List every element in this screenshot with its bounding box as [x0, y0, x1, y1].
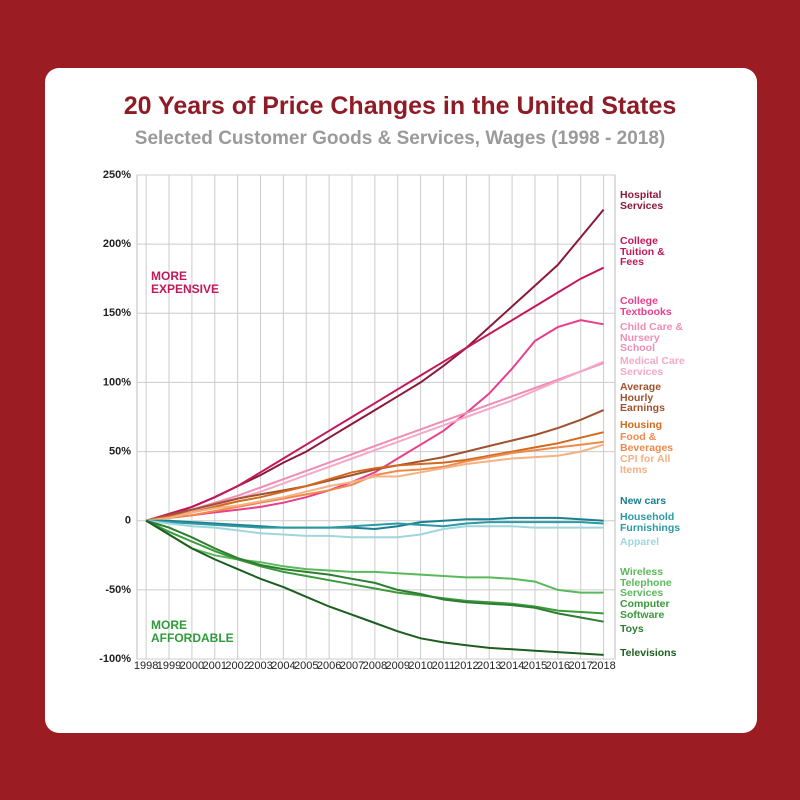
annotation: MORE EXPENSIVE	[151, 269, 220, 296]
series-label: Apparel	[620, 536, 660, 548]
x-tick-label: 2005	[294, 660, 318, 672]
y-tick-label: 150%	[103, 307, 131, 319]
series-label: Food & Beverages	[620, 431, 674, 454]
series-label: Toys	[620, 623, 644, 635]
x-tick-label: 2013	[477, 660, 501, 672]
y-tick-label: 0	[125, 515, 131, 527]
series-line	[145, 519, 604, 615]
x-tick-label: 2008	[363, 660, 387, 672]
series-line	[146, 519, 604, 529]
y-tick-label: -50%	[105, 584, 131, 596]
series-label: Average Hourly Earnings	[620, 381, 665, 414]
x-tick-label: 2001	[203, 660, 227, 672]
series-label: Televisions	[620, 647, 677, 659]
x-tick-label: 2016	[546, 660, 570, 672]
x-tick-label: 2015	[523, 660, 547, 672]
series-label: Child Care & Nursery School	[620, 321, 684, 354]
series-line	[145, 431, 604, 522]
x-tick-label: 1998	[134, 660, 158, 672]
series-line	[145, 519, 604, 594]
series-label: CPI for All Items	[620, 453, 671, 476]
series-label: New cars	[620, 495, 667, 507]
series-line	[145, 319, 604, 522]
x-tick-label: 2006	[317, 660, 341, 672]
x-tick-label: 2011	[432, 660, 456, 672]
series-label: College Textbooks	[620, 295, 672, 318]
x-tick-label: 2009	[385, 660, 409, 672]
chart-title: 20 Years of Price Changes in the United …	[123, 92, 677, 120]
y-tick-label: 100%	[103, 376, 131, 388]
series-label: Wireless Telephone Services	[620, 566, 672, 599]
y-tick-label: 50%	[109, 445, 131, 457]
series-line	[145, 440, 604, 522]
series-label: College Tuition & Fees	[620, 235, 665, 268]
x-tick-label: 2000	[180, 660, 204, 672]
annotation: MORE AFFORDABLE	[151, 618, 234, 645]
series-label: Housing	[620, 419, 662, 431]
chart-subtitle: Selected Customer Goods & Services, Wage…	[134, 128, 666, 149]
series-label: Hospital Services	[620, 189, 664, 212]
series-line	[145, 266, 605, 522]
x-tick-label: 2004	[271, 660, 295, 672]
x-tick-label: 2003	[248, 660, 272, 672]
x-tick-label: 1999	[157, 660, 181, 672]
x-tick-label: 2017	[568, 660, 592, 672]
series-label: Medical Care Services	[620, 355, 685, 378]
series-line	[145, 362, 604, 522]
x-tick-label: 2007	[340, 660, 364, 672]
series-line	[145, 519, 604, 539]
y-tick-label: -100%	[99, 653, 131, 665]
series-line	[145, 519, 604, 656]
series-label: Computer Software	[620, 598, 670, 621]
plot-frame	[136, 174, 616, 660]
y-tick-label: 250%	[103, 169, 131, 181]
series-line	[146, 516, 604, 531]
x-tick-label: 2014	[500, 660, 524, 672]
series-line	[145, 409, 604, 522]
x-tick-label: 2002	[225, 660, 249, 672]
series-line	[145, 443, 604, 522]
x-tick-label: 2012	[454, 660, 478, 672]
series-label: Household Furnishings	[620, 511, 681, 534]
x-tick-label: 2010	[408, 660, 432, 672]
card	[45, 68, 757, 733]
series-line	[145, 519, 604, 623]
y-tick-label: 200%	[103, 238, 131, 250]
x-tick-label: 2018	[591, 660, 615, 672]
